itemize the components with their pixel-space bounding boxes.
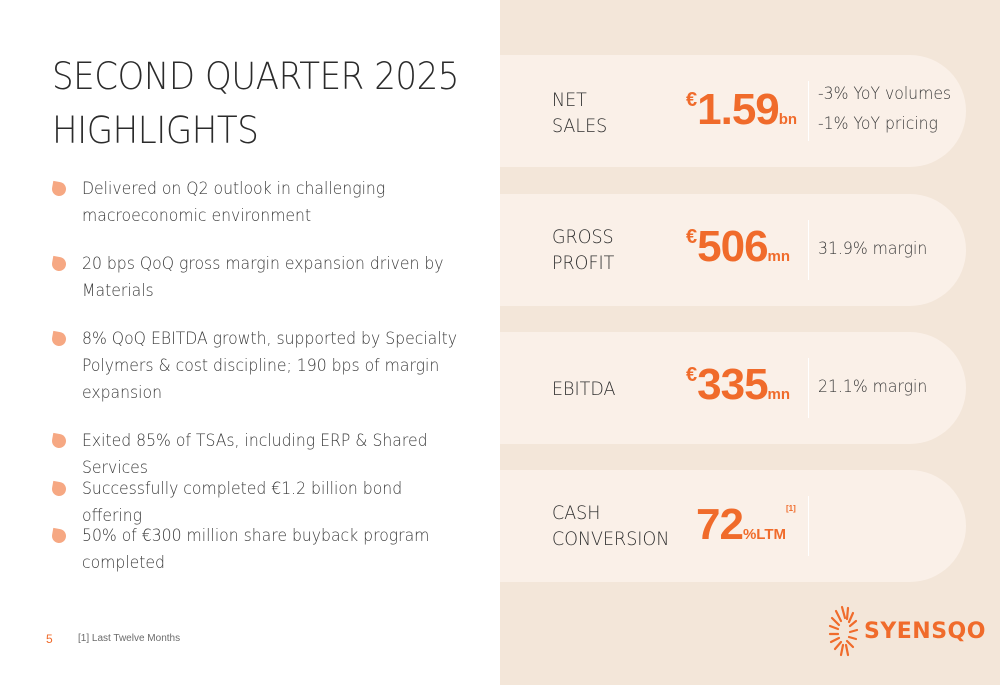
metric-value: €1.59bn — [686, 85, 797, 135]
metric-unit: mn — [767, 386, 791, 403]
metric-divider — [808, 358, 809, 418]
metric-number: 506 — [697, 222, 768, 271]
list-item-line: Materials — [82, 281, 154, 301]
metric-label-line: CONVERSION — [552, 528, 670, 550]
list-item-line: Delivered on Q2 outlook in challenging — [82, 179, 386, 199]
metric-unit: %LTM — [742, 526, 786, 543]
metric-note: 31.9% margin — [818, 239, 928, 259]
metric-number: 335 — [697, 360, 768, 409]
leaf-bullet-icon — [50, 480, 68, 498]
metric-label-line: GROSS — [552, 226, 614, 248]
list-item: Delivered on Q2 outlook in challenging m… — [50, 176, 492, 230]
list-item: 8% QoQ EBITDA growth, supported by Speci… — [50, 326, 492, 407]
page-title-line-1: SECOND QUARTER 2025 — [52, 55, 460, 98]
metric-label-line: EBITDA — [552, 378, 616, 400]
list-item: 50% of €300 million share buyback progra… — [50, 523, 492, 577]
leaf-bullet-icon — [50, 330, 68, 348]
metric-notes: 21.1% margin — [818, 372, 927, 402]
metric-note: -3% YoY volumes — [818, 84, 952, 104]
currency-symbol: € — [686, 364, 698, 386]
footnote: [1] Last Twelve Months — [78, 633, 181, 644]
metric-label-line: CASH — [552, 502, 601, 524]
metric-label-line: NET — [552, 89, 587, 111]
metric-unit: mn — [767, 248, 791, 265]
currency-symbol: € — [686, 89, 698, 111]
list-item-line: 8% QoQ EBITDA growth, supported by Speci… — [82, 329, 457, 349]
metric-label: NET SALES — [552, 87, 607, 139]
metric-notes: -3% YoY volumes -1% YoY pricing — [818, 79, 951, 139]
metric-value: €506mn — [686, 222, 790, 272]
metric-label: GROSS PROFIT — [552, 224, 614, 276]
metric-card-ebitda: EBITDA €335mn 21.1% margin — [500, 332, 966, 444]
logo-wordmark: SYENSQO — [864, 619, 986, 644]
leaf-bullet-icon — [50, 255, 68, 273]
metric-label-line: PROFIT — [552, 252, 615, 274]
list-item-text: Delivered on Q2 outlook in challenging m… — [82, 176, 459, 230]
metric-label-line: SALES — [552, 115, 608, 137]
list-item-line: macroeconomic environment — [82, 206, 312, 226]
list-item-text: Successfully completed €1.2 billion bond… — [82, 476, 459, 530]
syensqo-mark-icon — [828, 605, 859, 657]
list-item-line: expansion — [82, 383, 163, 403]
list-item-line: Polymers & cost discipline; 190 bps of m… — [82, 356, 440, 376]
syensqo-logo: SYENSQO — [828, 604, 985, 660]
metric-notes: 31.9% margin — [818, 234, 927, 264]
leaf-bullet-icon — [50, 527, 68, 545]
metric-value: 72%LTM [1] — [696, 500, 796, 550]
metric-number: 1.59 — [697, 85, 780, 134]
list-item-line: Successfully completed €1.2 billion bond… — [82, 479, 403, 526]
list-item-line: 50% of €300 million share buyback progra… — [82, 526, 430, 546]
list-item: 20 bps QoQ gross margin expansion driven… — [50, 251, 492, 305]
list-item: Successfully completed €1.2 billion bond… — [50, 476, 492, 530]
metric-label: CASH CONVERSION — [552, 500, 669, 552]
metric-note: -1% YoY pricing — [818, 114, 938, 134]
leaf-bullet-icon — [50, 432, 68, 450]
page-number: 5 — [46, 632, 53, 646]
list-item-text: 20 bps QoQ gross margin expansion driven… — [82, 251, 459, 305]
metric-divider — [808, 220, 809, 280]
list-item-line: completed — [82, 553, 165, 573]
list-item: Exited 85% of TSAs, including ERP & Shar… — [50, 428, 492, 482]
footnote-marker: [1] — [786, 504, 796, 513]
page-title: SECOND QUARTER 2025 HIGHLIGHTS — [52, 50, 460, 158]
metric-divider — [808, 81, 809, 141]
metric-value: €335mn — [686, 360, 790, 410]
list-item-text: 50% of €300 million share buyback progra… — [82, 523, 459, 577]
metric-unit: bn — [778, 111, 798, 128]
metric-number: 72 — [696, 500, 744, 549]
metric-label: EBITDA — [552, 376, 615, 402]
list-item-line: Exited 85% of TSAs, including ERP & Shar… — [82, 431, 428, 478]
metric-card-gross-profit: GROSS PROFIT €506mn 31.9% margin — [500, 194, 966, 306]
metric-card-net-sales: NET SALES €1.59bn -3% YoY volumes -1% Yo… — [500, 55, 966, 167]
metric-divider — [808, 496, 809, 556]
metric-note: 21.1% margin — [818, 377, 928, 397]
list-item-line: 20 bps QoQ gross margin expansion driven… — [82, 254, 444, 274]
leaf-bullet-icon — [50, 180, 68, 198]
list-item-text: 8% QoQ EBITDA growth, supported by Speci… — [82, 326, 459, 407]
list-item-text: Exited 85% of TSAs, including ERP & Shar… — [82, 428, 459, 482]
highlights-panel — [0, 0, 500, 685]
metric-card-cash-conversion: CASH CONVERSION 72%LTM [1] — [500, 470, 966, 582]
page-title-line-2: HIGHLIGHTS — [52, 109, 259, 152]
currency-symbol: € — [686, 226, 698, 248]
